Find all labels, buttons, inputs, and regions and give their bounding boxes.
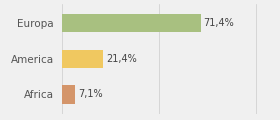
Text: 21,4%: 21,4% bbox=[106, 54, 137, 64]
Text: 71,4%: 71,4% bbox=[204, 18, 234, 28]
Text: 7,1%: 7,1% bbox=[78, 89, 103, 99]
Bar bbox=[62, 14, 200, 32]
Bar bbox=[62, 50, 103, 68]
Bar bbox=[62, 85, 75, 104]
